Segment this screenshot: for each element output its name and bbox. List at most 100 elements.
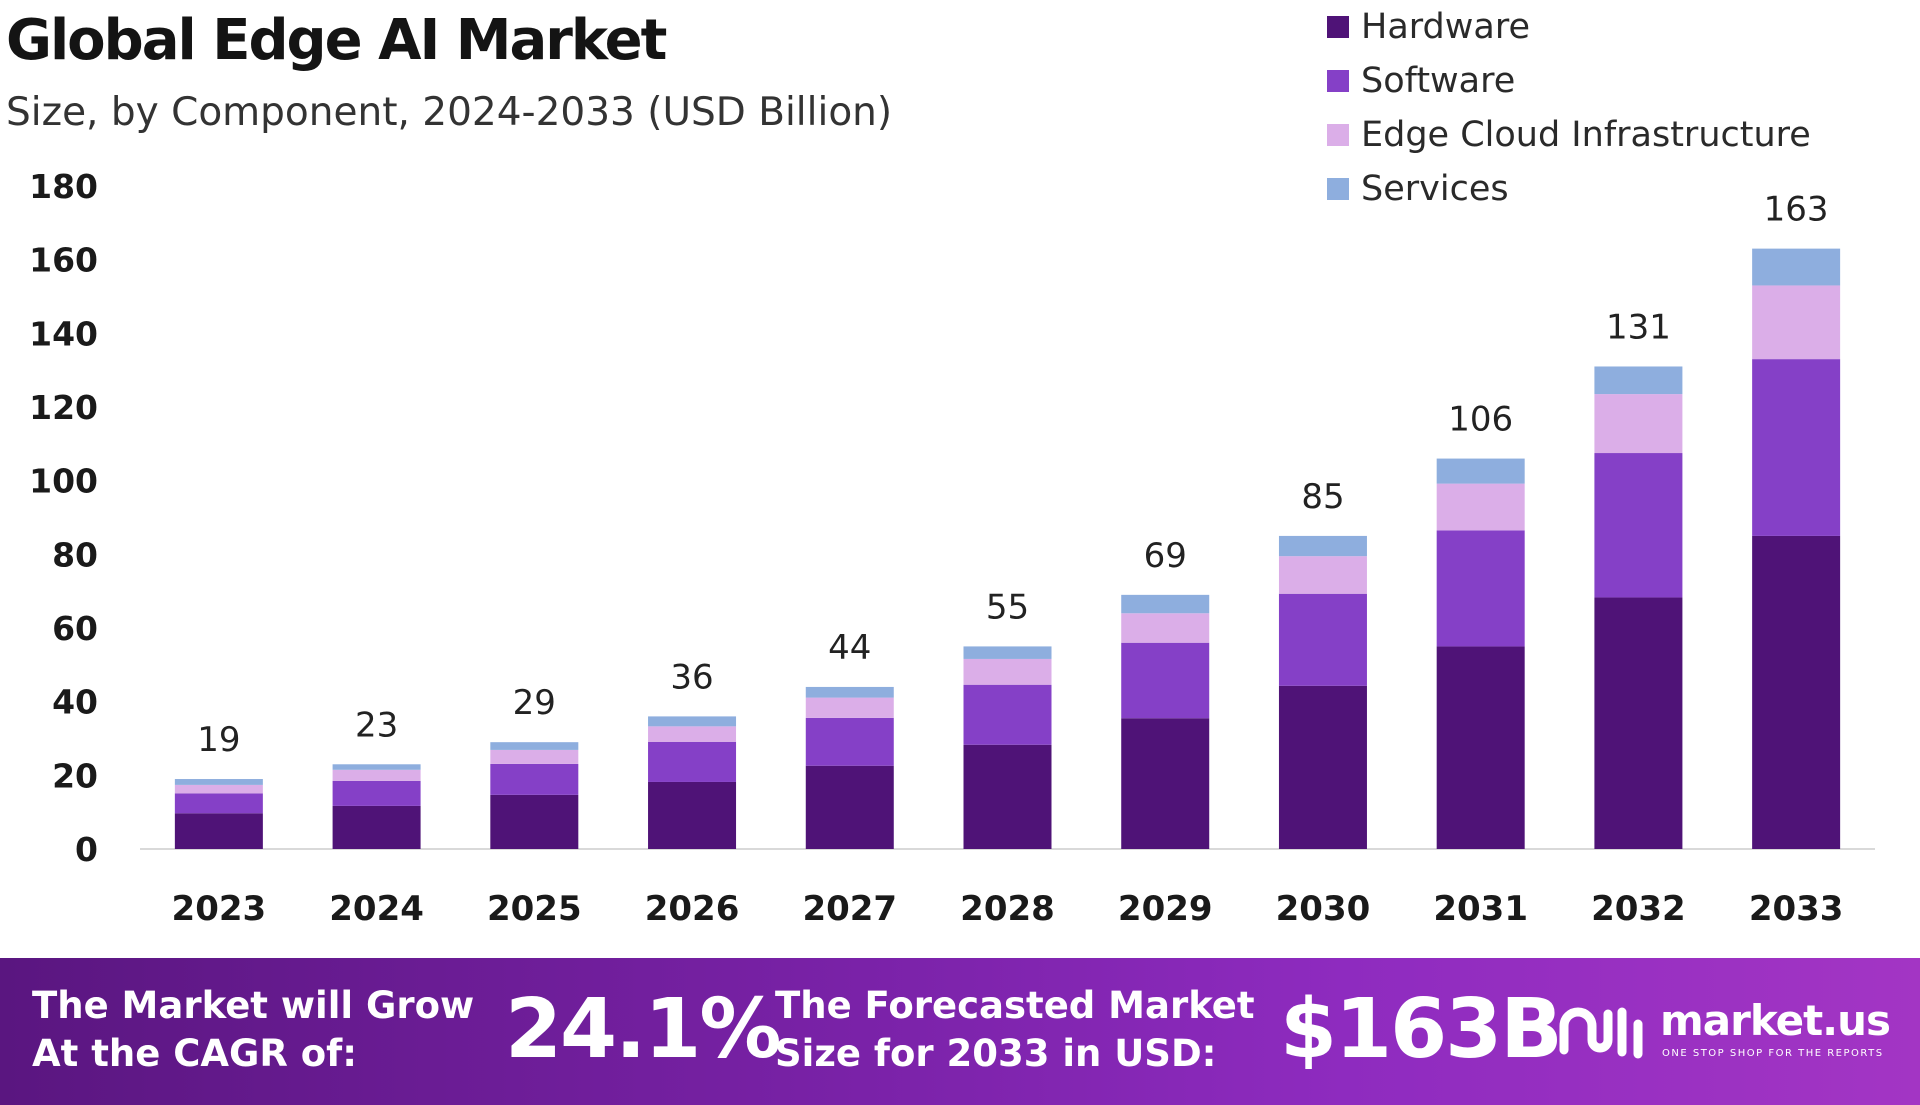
bar-chart: 0 20 40 60 80 100 120 140 160 180 19 2023 23 2024 29 20… — [29, 167, 1875, 929]
y-tick-label: 0 — [75, 830, 98, 869]
legend-label-edge-cloud: Edge Cloud Infrastructure — [1361, 115, 1811, 155]
bar-segment-hardware — [1278, 685, 1367, 849]
legend-label-hardware: Hardware — [1361, 7, 1530, 47]
bar-segment-edge-cloud-infrastructure — [648, 726, 737, 742]
bar-segment-hardware — [332, 805, 421, 849]
bar-segment-services — [963, 646, 1052, 659]
x-tick-label: 2024 — [329, 889, 424, 929]
bar-total-label: 44 — [828, 628, 871, 668]
bar-total-label: 106 — [1448, 400, 1513, 440]
footer-banner: The Market will Grow At the CAGR of: 24.… — [0, 958, 1920, 1105]
bar-segment-software — [963, 684, 1052, 745]
bar-segment-edge-cloud-infrastructure — [1436, 483, 1525, 531]
x-tick-label: 2028 — [960, 889, 1055, 929]
market-us-logo-icon — [1559, 1007, 1643, 1059]
bar-segment-software — [490, 763, 579, 795]
forecast-value: $163B — [1280, 982, 1563, 1077]
bar-segment-edge-cloud-infrastructure — [963, 658, 1052, 685]
bar-segment-software — [174, 793, 263, 814]
bar-segment-software — [805, 717, 894, 766]
x-tick-label: 2026 — [645, 889, 740, 929]
y-tick-label: 20 — [52, 756, 98, 795]
bar-segment-services — [1594, 366, 1683, 395]
bar-segment-hardware — [963, 744, 1052, 849]
chart-title: Global Edge AI Market — [6, 8, 667, 73]
bar-segment-edge-cloud-infrastructure — [1121, 613, 1210, 643]
cagr-value: 24.1% — [505, 982, 781, 1077]
bar-segment-software — [648, 741, 737, 782]
x-tick-label: 2032 — [1591, 889, 1686, 929]
x-tick-label: 2029 — [1118, 889, 1213, 929]
bar-segment-edge-cloud-infrastructure — [332, 769, 421, 781]
forecast-label-line2: Size for 2033 in USD: — [775, 1032, 1217, 1075]
bar-segment-edge-cloud-infrastructure — [174, 784, 263, 794]
x-tick-label: 2025 — [487, 889, 582, 929]
x-tick-label: 2027 — [802, 889, 897, 929]
bar-segment-hardware — [174, 813, 263, 849]
bar-segment-edge-cloud-infrastructure — [1594, 394, 1683, 454]
cagr-label-line2: At the CAGR of: — [32, 1032, 358, 1075]
bar-total-label: 163 — [1764, 190, 1829, 230]
legend-swatch-hardware — [1327, 16, 1349, 38]
x-tick-label: 2023 — [172, 889, 267, 929]
y-tick-label: 100 — [29, 462, 98, 501]
bar-segment-services — [332, 764, 421, 770]
y-tick-label: 160 — [29, 241, 98, 280]
x-tick-label: 2031 — [1433, 889, 1528, 929]
bar-segment-services — [1436, 458, 1525, 484]
bar-segment-services — [174, 779, 263, 785]
y-tick-label: 180 — [29, 167, 98, 206]
x-tick-label: 2030 — [1276, 889, 1371, 929]
bar-segment-edge-cloud-infrastructure — [490, 749, 579, 764]
bar-segment-hardware — [490, 794, 579, 849]
bar-segment-services — [1752, 248, 1841, 286]
legend-item-services: Services — [1327, 162, 1811, 216]
bar-segment-services — [648, 716, 737, 727]
bar-segment-software — [1594, 453, 1683, 598]
bar-total-label: 36 — [670, 657, 713, 697]
y-tick-label: 60 — [52, 609, 98, 648]
bar-segment-hardware — [648, 781, 737, 849]
bar-segment-edge-cloud-infrastructure — [1752, 285, 1841, 360]
bar-total-label: 85 — [1301, 477, 1344, 517]
forecast-label-line1: The Forecasted Market — [775, 984, 1255, 1027]
bar-total-label: 19 — [197, 720, 240, 760]
bar-segment-software — [1752, 359, 1841, 536]
bar-segment-software — [1121, 642, 1210, 719]
bar-segment-hardware — [1594, 597, 1683, 849]
bar-segment-hardware — [1121, 718, 1210, 849]
bar-segment-services — [1278, 535, 1367, 557]
bar-segment-hardware — [1752, 535, 1841, 849]
legend-label-services: Services — [1361, 169, 1509, 209]
legend-item-hardware: Hardware — [1327, 0, 1811, 54]
bar-total-label: 55 — [986, 587, 1029, 627]
chart-subtitle: Size, by Component, 2024-2033 (USD Billi… — [6, 90, 893, 135]
y-tick-label: 140 — [29, 314, 98, 353]
legend: Hardware Software Edge Cloud Infrastruct… — [1327, 0, 1811, 216]
bar-total-label: 69 — [1144, 536, 1187, 576]
bar-total-label: 23 — [355, 705, 398, 745]
legend-item-edge-cloud: Edge Cloud Infrastructure — [1327, 108, 1811, 162]
x-tick-label: 2033 — [1749, 889, 1844, 929]
bar-total-label: 29 — [513, 683, 556, 723]
legend-item-software: Software — [1327, 54, 1811, 108]
bar-segment-software — [332, 780, 421, 806]
legend-label-software: Software — [1361, 61, 1516, 101]
legend-swatch-services — [1327, 178, 1349, 200]
y-tick-label: 80 — [52, 535, 98, 574]
bar-segment-hardware — [1436, 646, 1525, 849]
legend-swatch-edge-cloud — [1327, 124, 1349, 146]
bar-segment-edge-cloud-infrastructure — [1278, 556, 1367, 594]
bar-segment-software — [1278, 593, 1367, 686]
bar-segment-services — [490, 742, 579, 750]
cagr-label-line1: The Market will Grow — [32, 984, 475, 1027]
bar-segment-services — [805, 686, 894, 698]
bar-segment-edge-cloud-infrastructure — [805, 697, 894, 718]
bar-segment-hardware — [805, 765, 894, 849]
bar-segment-software — [1436, 530, 1525, 647]
brand-tagline: ONE STOP SHOP FOR THE REPORTS — [1662, 1048, 1884, 1059]
bar-total-label: 131 — [1606, 307, 1671, 347]
bar-segment-services — [1121, 594, 1210, 614]
brand-name: market.us — [1660, 996, 1891, 1045]
y-tick-label: 120 — [29, 388, 98, 427]
